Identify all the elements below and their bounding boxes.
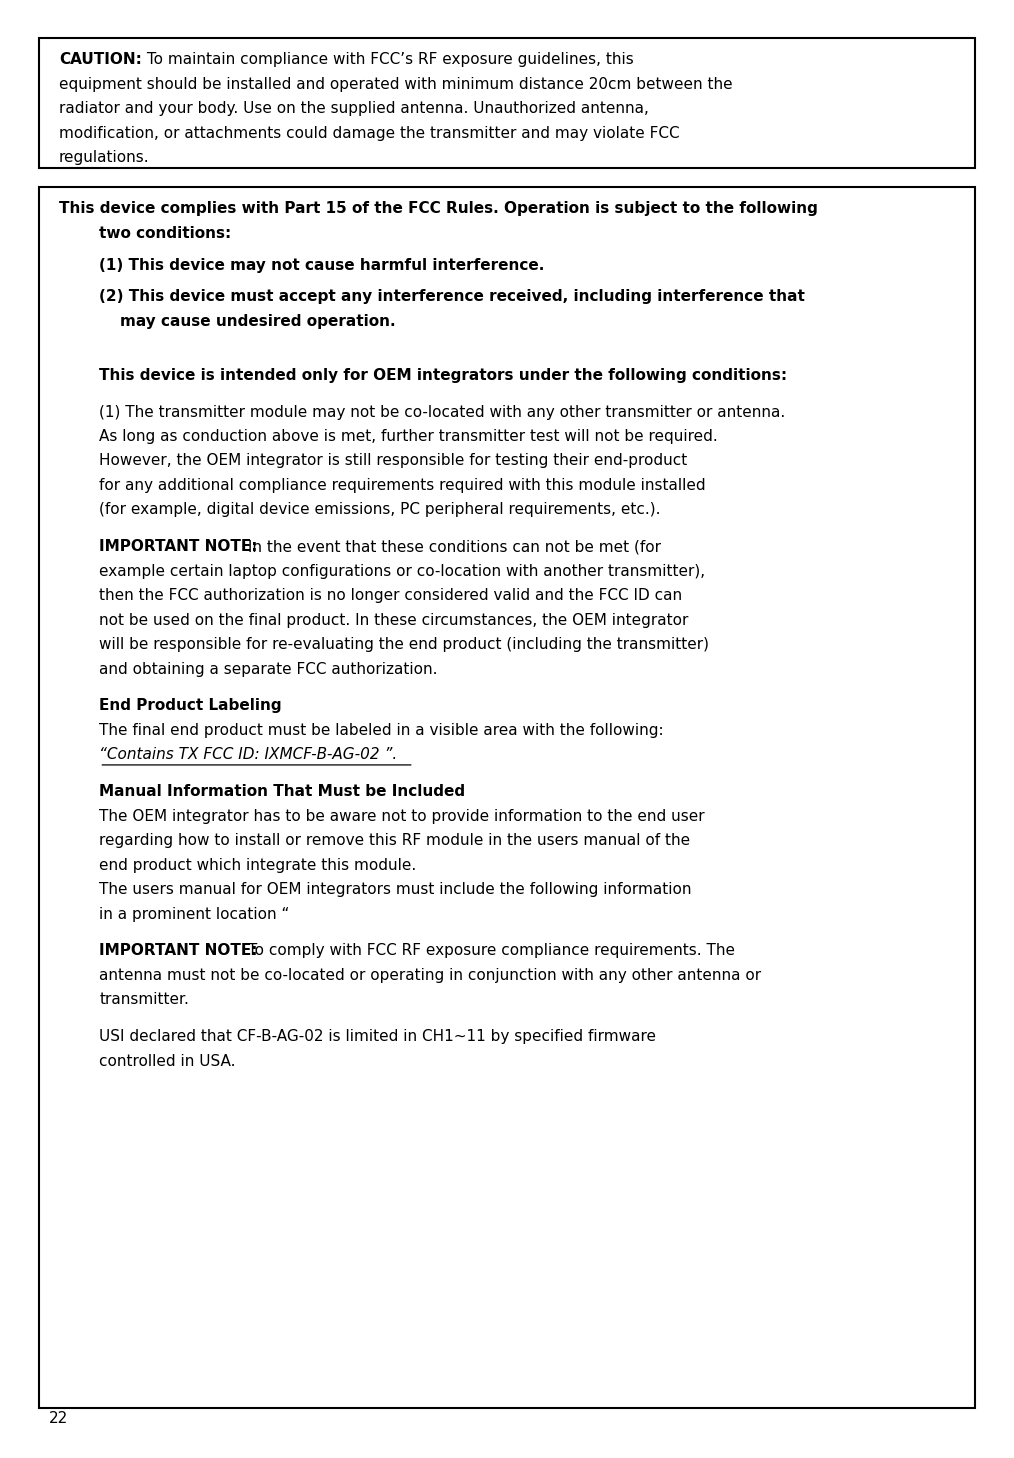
- Bar: [39, 187, 975, 1408]
- Text: may cause undesired operation.: may cause undesired operation.: [120, 313, 395, 330]
- Text: radiator and your body. Use on the supplied antenna. Unauthorized antenna,: radiator and your body. Use on the suppl…: [59, 102, 649, 117]
- Text: “Contains TX FCC ID: IXMCF-B-AG-02 ”.: “Contains TX FCC ID: IXMCF-B-AG-02 ”.: [99, 748, 397, 763]
- Text: (for example, digital device emissions, PC peripheral requirements, etc.).: (for example, digital device emissions, …: [99, 503, 661, 518]
- Text: example certain laptop configurations or co-location with another transmitter),: example certain laptop configurations or…: [99, 564, 706, 579]
- Text: 22: 22: [49, 1411, 68, 1426]
- Text: To maintain compliance with FCC’s RF exposure guidelines, this: To maintain compliance with FCC’s RF exp…: [142, 52, 634, 67]
- Text: equipment should be installed and operated with minimum distance 20cm between th: equipment should be installed and operat…: [59, 77, 732, 92]
- Text: and obtaining a separate FCC authorization.: and obtaining a separate FCC authorizati…: [99, 662, 438, 677]
- Text: controlled in USA.: controlled in USA.: [99, 1054, 236, 1069]
- Text: (1) The transmitter module may not be co-located with any other transmitter or a: (1) The transmitter module may not be co…: [99, 404, 786, 420]
- Text: The OEM integrator has to be aware not to provide information to the end user: The OEM integrator has to be aware not t…: [99, 809, 705, 824]
- Text: not be used on the final product. In these circumstances, the OEM integrator: not be used on the final product. In the…: [99, 612, 689, 628]
- Text: As long as conduction above is met, further transmitter test will not be require: As long as conduction above is met, furt…: [99, 429, 718, 445]
- Text: USI declared that CF-B-AG-02 is limited in CH1~11 by specified firmware: USI declared that CF-B-AG-02 is limited …: [99, 1029, 656, 1044]
- Text: The final end product must be labeled in a visible area with the following:: The final end product must be labeled in…: [99, 723, 664, 738]
- Text: antenna must not be co-located or operating in conjunction with any other antenn: antenna must not be co-located or operat…: [99, 968, 762, 983]
- Text: The users manual for OEM integrators must include the following information: The users manual for OEM integrators mus…: [99, 882, 692, 897]
- Text: regarding how to install or remove this RF module in the users manual of the: regarding how to install or remove this …: [99, 833, 691, 849]
- Text: To comply with FCC RF exposure compliance requirements. The: To comply with FCC RF exposure complianc…: [243, 943, 735, 958]
- Text: (2) This device must accept any interference received, including interference th: (2) This device must accept any interfer…: [99, 289, 805, 305]
- Text: for any additional compliance requirements required with this module installed: for any additional compliance requiremen…: [99, 478, 706, 493]
- Text: However, the OEM integrator is still responsible for testing their end-product: However, the OEM integrator is still res…: [99, 453, 687, 468]
- Text: in a prominent location “: in a prominent location “: [99, 907, 290, 921]
- Text: end product which integrate this module.: end product which integrate this module.: [99, 857, 417, 873]
- Bar: [39, 38, 975, 168]
- Text: (1) This device may not cause harmful interference.: (1) This device may not cause harmful in…: [99, 258, 545, 273]
- Text: two conditions:: two conditions:: [99, 226, 231, 241]
- Text: then the FCC authorization is no longer considered valid and the FCC ID can: then the FCC authorization is no longer …: [99, 588, 682, 604]
- Text: transmitter.: transmitter.: [99, 993, 190, 1007]
- Text: CAUTION:: CAUTION:: [59, 52, 142, 67]
- Text: This device is intended only for OEM integrators under the following conditions:: This device is intended only for OEM int…: [99, 367, 788, 383]
- Text: modification, or attachments could damage the transmitter and may violate FCC: modification, or attachments could damag…: [59, 125, 679, 141]
- Text: regulations.: regulations.: [59, 150, 149, 165]
- Text: IMPORTANT NOTE:: IMPORTANT NOTE:: [99, 539, 258, 554]
- Text: will be responsible for re-evaluating the end product (including the transmitter: will be responsible for re-evaluating th…: [99, 637, 710, 652]
- Text: End Product Labeling: End Product Labeling: [99, 698, 282, 713]
- Text: IMPORTANT NOTE:: IMPORTANT NOTE:: [99, 943, 258, 958]
- Text: Manual Information That Must be Included: Manual Information That Must be Included: [99, 784, 465, 799]
- Text: This device complies with Part 15 of the FCC Rules. Operation is subject to the : This device complies with Part 15 of the…: [59, 201, 817, 216]
- Text: In the event that these conditions can not be met (for: In the event that these conditions can n…: [243, 539, 661, 554]
